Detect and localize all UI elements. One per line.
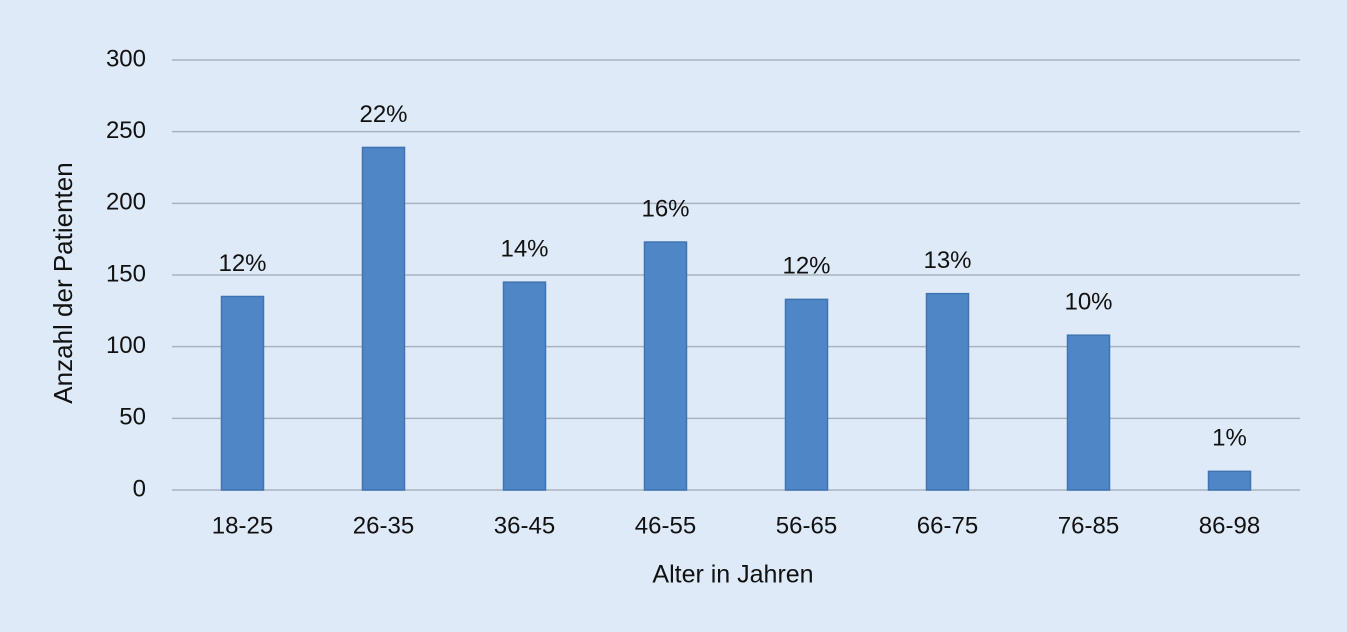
y-tick-label: 0 xyxy=(133,475,146,502)
x-tick-label: 86-98 xyxy=(1199,512,1260,539)
x-axis-title: Alter in Jahren xyxy=(652,561,813,589)
y-tick-label: 150 xyxy=(106,260,146,287)
data-label: 14% xyxy=(500,236,548,263)
y-tick-label: 250 xyxy=(106,117,146,144)
x-tick-label: 18-25 xyxy=(212,512,273,539)
x-tick-label: 26-35 xyxy=(353,512,414,539)
data-label: 12% xyxy=(218,250,266,277)
x-tick-label: 46-55 xyxy=(635,512,696,539)
data-label: 12% xyxy=(782,253,830,280)
data-label: 13% xyxy=(923,247,971,274)
bar xyxy=(784,298,829,491)
data-label: 1% xyxy=(1212,425,1247,452)
y-axis-title: Anzahl der Patienten xyxy=(48,162,78,403)
bar xyxy=(361,146,406,491)
x-tick-label: 56-65 xyxy=(776,512,837,539)
y-tick-label: 50 xyxy=(119,404,146,431)
data-label: 16% xyxy=(641,195,689,222)
y-tick-label: 100 xyxy=(106,332,146,359)
bar xyxy=(502,281,547,491)
data-label: 10% xyxy=(1064,289,1112,316)
bar xyxy=(925,292,970,491)
y-tick-label: 300 xyxy=(106,45,146,72)
bar xyxy=(220,295,265,491)
bar xyxy=(643,241,688,491)
x-tick-label: 76-85 xyxy=(1058,512,1119,539)
bar xyxy=(1066,334,1111,491)
y-tick-label: 200 xyxy=(106,189,146,216)
x-tick-label: 36-45 xyxy=(494,512,555,539)
bar xyxy=(1207,470,1252,491)
data-label: 22% xyxy=(359,101,407,128)
x-tick-label: 66-75 xyxy=(917,512,978,539)
